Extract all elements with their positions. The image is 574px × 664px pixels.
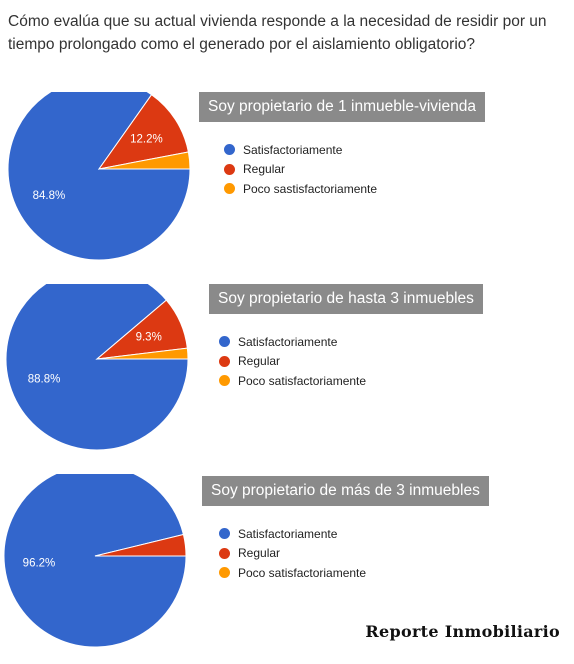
pie-slice-regular: [94, 533, 187, 557]
pie-slice-satisfactoriamente: [5, 284, 189, 451]
legend-label: Satisfactoriamente: [238, 334, 338, 349]
pie-slice-poco: [96, 347, 189, 360]
pie-chart-3: 96.2%: [3, 474, 187, 648]
legend-swatch-regular: [224, 163, 235, 175]
legend-label: Poco satisfactoriamente: [238, 373, 367, 388]
question-text: Cómo evalúa que su actual vivienda respo…: [8, 13, 547, 53]
pie-slice-poco: [98, 151, 191, 170]
legend-item-poco: Poco sastisfactoriamente: [224, 179, 377, 199]
pie-chart-2: 88.8% 9.3%: [5, 284, 189, 451]
legend-label: Regular: [243, 162, 286, 177]
legend-item-regular: Regular: [219, 352, 366, 372]
legend-item-satisfactoriamente: Satisfactoriamente: [219, 524, 366, 544]
legend-label: Regular: [238, 546, 281, 561]
legend-swatch-regular: [219, 547, 230, 559]
legend-3: Satisfactoriamente Regular Poco satisfac…: [219, 524, 366, 583]
pie-chart-1: 84.8% 12.2%: [7, 92, 191, 261]
chart-panel-1: 84.8% 12.2% Soy propietario de 1 inmueble…: [0, 92, 574, 282]
slice-value-label-regular: 12.2%: [130, 133, 163, 145]
pie-slice-regular: [97, 94, 189, 170]
legend-swatch-regular: [219, 355, 230, 367]
legend-label: Satisfactoriamente: [243, 142, 343, 157]
chart-title-2: Soy propietario de hasta 3 inmuebles: [209, 284, 483, 314]
chart-title-1: Soy propietario de 1 inmueble-vivienda: [199, 92, 485, 122]
chart-title-3: Soy propietario de más de 3 inmuebles: [202, 476, 489, 506]
slice-value-label-satisfactoriamente: 96.2%: [23, 558, 56, 570]
legend-item-regular: Regular: [219, 544, 366, 564]
brand-watermark: Reporte Inmobiliario: [365, 622, 560, 641]
chart-panel-3: 96.2% Soy propietario de más de 3 inmueb…: [0, 474, 574, 664]
legend-swatch-poco: [219, 375, 230, 387]
legend-swatch-poco: [224, 183, 235, 195]
legend-item-poco: Poco satisfactoriamente: [219, 563, 366, 583]
legend-1: Satisfactoriamente Regular Poco sastisfa…: [224, 140, 377, 199]
legend-item-poco: Poco satisfactoriamente: [219, 371, 366, 391]
chart-panel-2: 88.8% 9.3% Soy propietario de hasta 3 inm…: [0, 284, 574, 474]
legend-swatch-satisfactoriamente: [219, 528, 230, 540]
slice-value-label-satisfactoriamente: 88.8%: [28, 373, 61, 385]
legend-label: Poco satisfactoriamente: [238, 565, 367, 580]
pie-slice-satisfactoriamente: [3, 474, 187, 648]
legend-label: Regular: [238, 354, 281, 369]
legend-2: Satisfactoriamente Regular Poco satisfac…: [219, 332, 366, 391]
legend-swatch-poco: [219, 567, 230, 579]
slice-value-label-regular: 9.3%: [136, 331, 162, 343]
legend-swatch-satisfactoriamente: [219, 336, 230, 348]
legend-label: Poco sastisfactoriamente: [243, 181, 378, 196]
slice-value-label-satisfactoriamente: 84.8%: [33, 190, 66, 202]
legend-label: Satisfactoriamente: [238, 526, 338, 541]
legend-swatch-satisfactoriamente: [224, 144, 235, 156]
pie-slice-satisfactoriamente: [7, 92, 191, 261]
legend-item-satisfactoriamente: Satisfactoriamente: [219, 332, 366, 352]
legend-item-regular: Regular: [224, 160, 377, 180]
legend-item-satisfactoriamente: Satisfactoriamente: [224, 140, 377, 160]
